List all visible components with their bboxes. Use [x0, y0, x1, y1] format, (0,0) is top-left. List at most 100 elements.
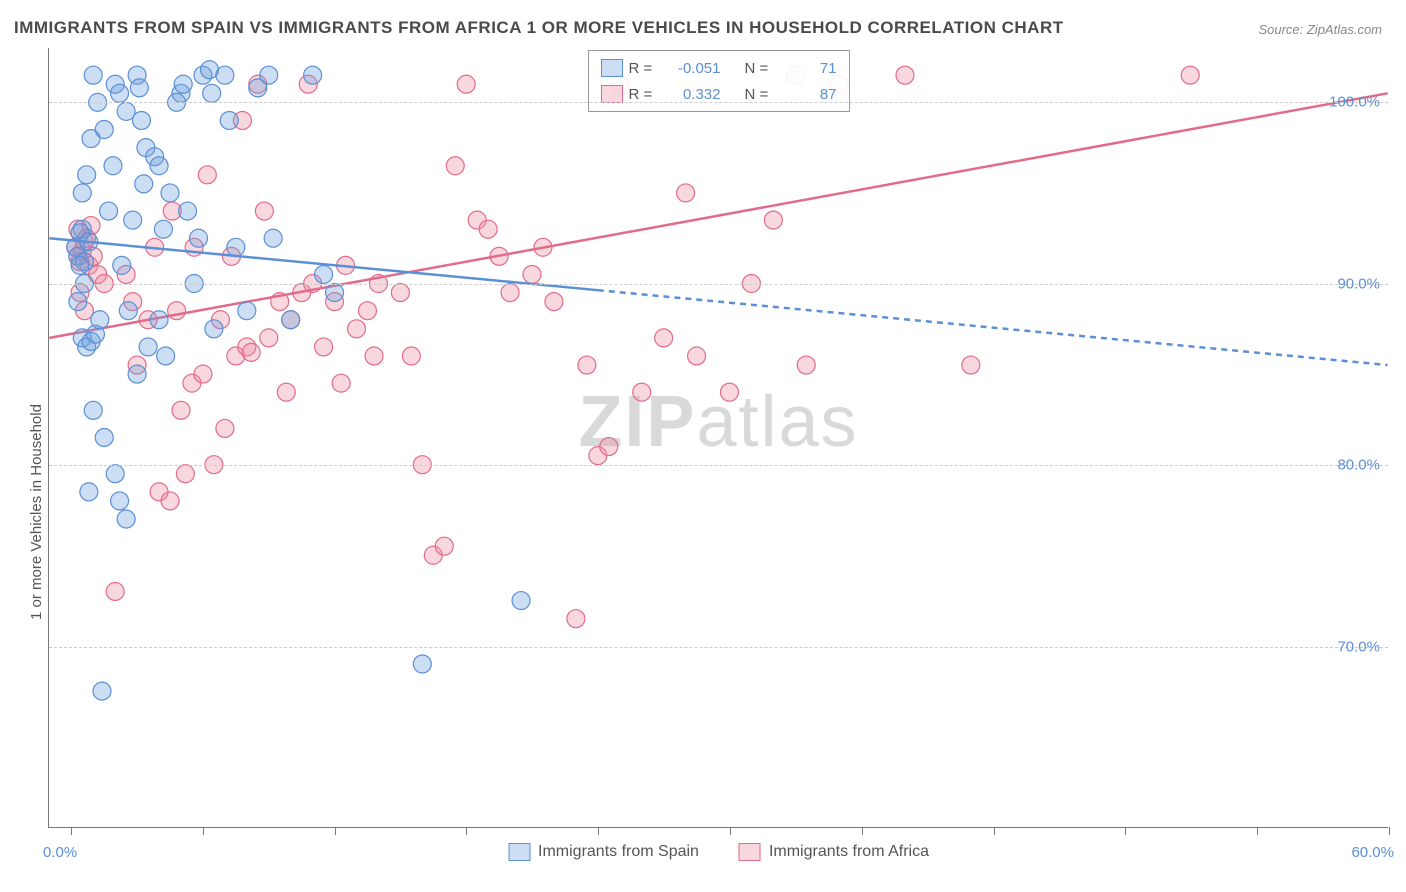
- y-tick-label: 70.0%: [1337, 638, 1380, 655]
- scatter-point-spain: [78, 166, 96, 184]
- scatter-point-africa: [194, 365, 212, 383]
- scatter-point-africa: [501, 284, 519, 302]
- scatter-point-spain: [154, 220, 172, 238]
- scatter-point-spain: [84, 401, 102, 419]
- spain-n-value: 71: [781, 60, 837, 77]
- scatter-point-africa: [255, 202, 273, 220]
- y-axis-label: 1 or more Vehicles in Household: [28, 404, 45, 620]
- scatter-point-africa: [479, 220, 497, 238]
- x-tick: [1389, 827, 1390, 835]
- scatter-point-africa: [523, 265, 541, 283]
- bottom-legend: Immigrants from Spain Immigrants from Af…: [508, 843, 929, 861]
- scatter-point-spain: [69, 293, 87, 311]
- scatter-point-spain: [413, 655, 431, 673]
- scatter-point-spain: [304, 66, 322, 84]
- scatter-point-spain: [73, 184, 91, 202]
- scatter-point-spain: [135, 175, 153, 193]
- y-tick-label: 80.0%: [1337, 457, 1380, 474]
- scatter-point-spain: [130, 79, 148, 97]
- scatter-point-africa: [677, 184, 695, 202]
- scatter-point-africa: [176, 465, 194, 483]
- scatter-point-spain: [104, 157, 122, 175]
- x-tick: [598, 827, 599, 835]
- scatter-point-spain: [260, 66, 278, 84]
- n-label: N =: [745, 60, 775, 77]
- scatter-point-africa: [962, 356, 980, 374]
- scatter-point-spain: [106, 465, 124, 483]
- x-tick: [335, 827, 336, 835]
- scatter-point-spain: [93, 682, 111, 700]
- scatter-point-spain: [264, 229, 282, 247]
- africa-r-value: 0.332: [665, 86, 721, 103]
- scatter-point-africa: [655, 329, 673, 347]
- scatter-point-spain: [174, 75, 192, 93]
- scatter-point-spain: [227, 238, 245, 256]
- scatter-point-spain: [71, 256, 89, 274]
- scatter-point-africa: [567, 610, 585, 628]
- scatter-point-africa: [348, 320, 366, 338]
- x-label-min: 0.0%: [43, 844, 77, 861]
- scatter-point-africa: [600, 438, 618, 456]
- scatter-point-spain: [82, 130, 100, 148]
- y-tick-label: 100.0%: [1329, 94, 1380, 111]
- x-tick: [71, 827, 72, 835]
- scatter-point-africa: [315, 338, 333, 356]
- scatter-point-spain: [205, 320, 223, 338]
- scatter-point-spain: [128, 365, 146, 383]
- scatter-point-africa: [216, 419, 234, 437]
- x-tick: [1257, 827, 1258, 835]
- scatter-point-spain: [139, 338, 157, 356]
- scatter-point-africa: [161, 492, 179, 510]
- scatter-point-africa: [242, 343, 260, 361]
- swatch-spain: [508, 843, 530, 861]
- scatter-point-africa: [545, 293, 563, 311]
- scatter-point-spain: [150, 157, 168, 175]
- scatter-point-spain: [124, 211, 142, 229]
- scatter-point-spain: [150, 311, 168, 329]
- scatter-point-africa: [457, 75, 475, 93]
- legend-label-africa: Immigrants from Africa: [769, 843, 929, 861]
- spain-r-value: -0.051: [665, 60, 721, 77]
- scatter-point-spain: [161, 184, 179, 202]
- africa-n-value: 87: [781, 86, 837, 103]
- scatter-point-spain: [216, 66, 234, 84]
- scatter-point-africa: [1181, 66, 1199, 84]
- trend-line-dashed-spain: [598, 290, 1388, 365]
- y-tick-label: 90.0%: [1337, 275, 1380, 292]
- r-label: R =: [629, 86, 659, 103]
- scatter-point-spain: [84, 66, 102, 84]
- scatter-point-africa: [764, 211, 782, 229]
- scatter-point-africa: [578, 356, 596, 374]
- scatter-point-africa: [688, 347, 706, 365]
- scatter-point-spain: [190, 229, 208, 247]
- scatter-point-spain: [119, 302, 137, 320]
- scatter-point-africa: [896, 66, 914, 84]
- scatter-point-spain: [111, 492, 129, 510]
- chart-title: IMMIGRANTS FROM SPAIN VS IMMIGRANTS FROM…: [14, 18, 1064, 38]
- scatter-point-africa: [391, 284, 409, 302]
- plot-area: ZIPatlas R = -0.051 N = 71 R = 0.332 N =…: [48, 48, 1388, 828]
- gridline: [49, 284, 1388, 285]
- x-tick: [1125, 827, 1126, 835]
- scatter-point-africa: [797, 356, 815, 374]
- scatter-point-africa: [446, 157, 464, 175]
- gridline: [49, 102, 1388, 103]
- x-tick: [994, 827, 995, 835]
- x-label-max: 60.0%: [1351, 844, 1394, 861]
- scatter-point-africa: [260, 329, 278, 347]
- legend-label-spain: Immigrants from Spain: [538, 843, 699, 861]
- scatter-point-spain: [91, 311, 109, 329]
- stats-row-spain: R = -0.051 N = 71: [601, 55, 837, 81]
- scatter-point-africa: [172, 401, 190, 419]
- scatter-point-africa: [198, 166, 216, 184]
- gridline: [49, 465, 1388, 466]
- x-tick: [203, 827, 204, 835]
- scatter-point-spain: [179, 202, 197, 220]
- scatter-point-spain: [80, 483, 98, 501]
- scatter-point-spain: [326, 284, 344, 302]
- chart-svg: [49, 48, 1388, 827]
- scatter-point-spain: [113, 256, 131, 274]
- x-tick: [466, 827, 467, 835]
- scatter-point-spain: [315, 265, 333, 283]
- scatter-point-africa: [106, 582, 124, 600]
